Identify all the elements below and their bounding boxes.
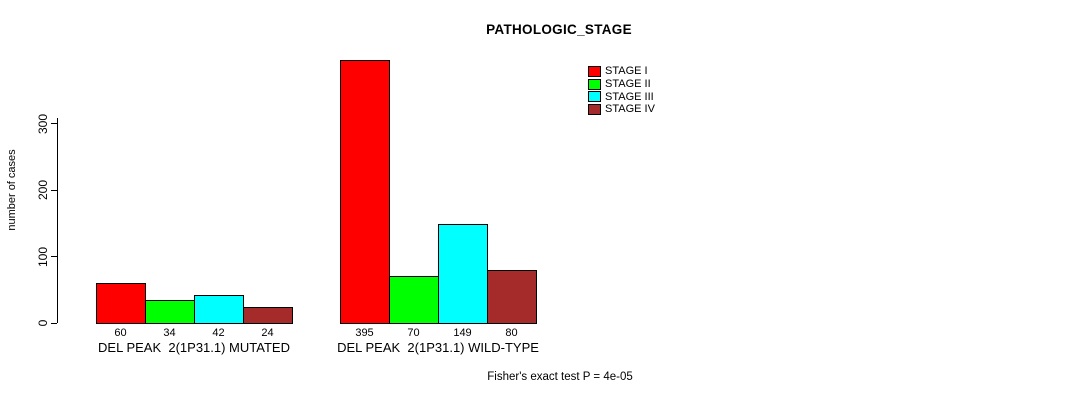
bar-stage-iii-del-peak-2-1p31-1-wild-type (438, 224, 488, 324)
y-axis-tick-label: 100 (36, 246, 50, 267)
legend-item-stage-iv: STAGE IV (588, 103, 655, 116)
bar-value-label: 60 (114, 327, 127, 339)
y-axis-tick (51, 256, 57, 257)
stage-i-swatch (588, 65, 601, 77)
bar-value-label: 24 (261, 327, 274, 339)
legend: STAGE I STAGE II STAGE III STAGE IV (588, 65, 655, 116)
stage-iii-swatch (588, 91, 601, 103)
bar-value-label: 149 (453, 327, 472, 339)
bar-stage-i-del-peak-2-1p31-1-wild-type (340, 60, 390, 324)
bar-stage-ii-del-peak-2-1p31-1-wild-type (389, 276, 439, 324)
legend-item-stage-i: STAGE I (588, 65, 655, 78)
y-axis-tick (51, 322, 57, 324)
legend-label: STAGE III (605, 90, 654, 103)
legend-label: STAGE IV (605, 103, 655, 116)
bar-stage-i-del-peak-2-1p31-1-mutated (96, 283, 146, 324)
bar-value-label: 395 (355, 327, 374, 339)
legend-label: STAGE II (605, 78, 651, 91)
bar-value-label: 34 (163, 327, 176, 339)
chart-title: PATHOLOGIC_STAGE (486, 22, 632, 37)
y-axis-tick-label: 300 (36, 113, 50, 134)
stage-iv-swatch (588, 103, 601, 115)
legend-item-stage-iii: STAGE III (588, 90, 655, 103)
bar-value-label: 42 (212, 327, 225, 339)
bar-stage-ii-del-peak-2-1p31-1-mutated (145, 300, 195, 324)
y-axis-line (57, 118, 58, 323)
y-axis-tick (51, 123, 57, 124)
bar-stage-iii-del-peak-2-1p31-1-mutated (194, 295, 244, 324)
y-axis-tick-label: 0 (36, 319, 50, 327)
stage-ii-swatch (588, 78, 601, 90)
bar-stage-iv-del-peak-2-1p31-1-wild-type (487, 270, 537, 324)
legend-item-stage-ii: STAGE II (588, 78, 655, 91)
bar-value-label: 80 (505, 327, 518, 339)
bar-value-label: 70 (407, 327, 420, 339)
category-label-del-peak-2-1p31-1-mutated: DEL PEAK 2(1P31.1) MUTATED (98, 340, 290, 355)
stats-annotation: Fisher's exact test P = 4e-05 (487, 371, 633, 383)
y-axis-tick (51, 189, 57, 191)
bar-stage-iv-del-peak-2-1p31-1-mutated (243, 307, 293, 324)
y-axis-tick-label: 200 (36, 179, 50, 201)
y-axis-label: number of cases (6, 149, 18, 231)
category-label-del-peak-2-1p31-1-wild-type: DEL PEAK 2(1P31.1) WILD-TYPE (337, 340, 539, 355)
legend-label: STAGE I (605, 65, 648, 78)
